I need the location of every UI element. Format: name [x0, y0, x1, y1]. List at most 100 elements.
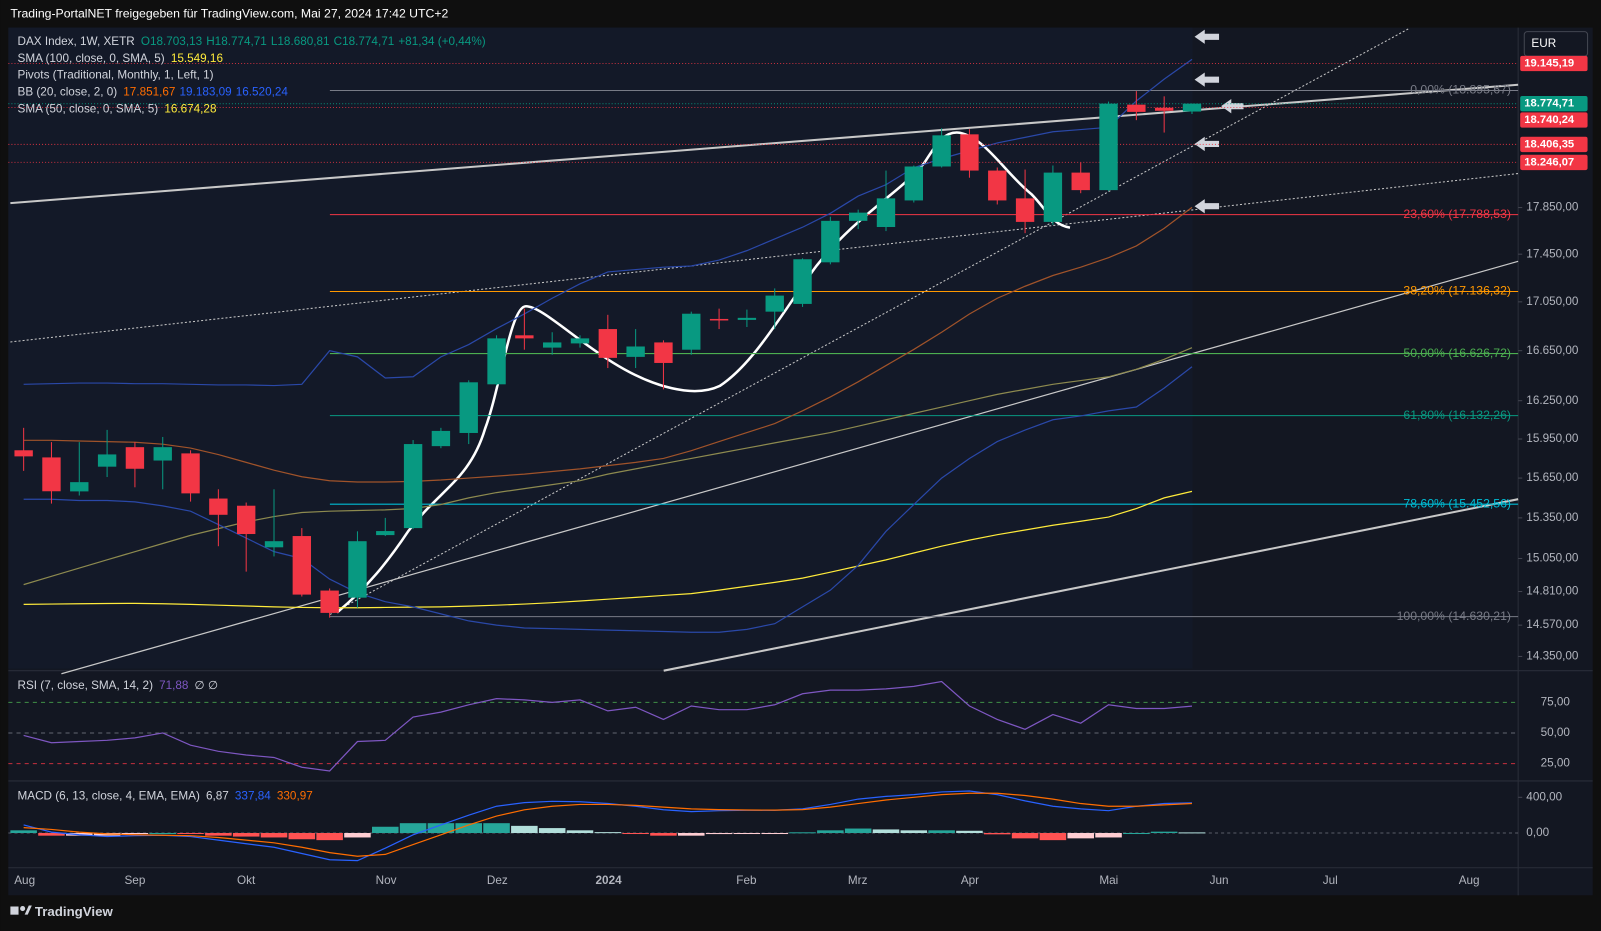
macd-histogram-bar — [38, 833, 65, 836]
macd-histogram-bar — [344, 833, 371, 838]
price-tag — [1520, 154, 1588, 171]
price-tag-label: 18.774,71 — [1524, 98, 1574, 110]
macd-histogram-bar — [622, 833, 649, 835]
macd-histogram-bar — [956, 830, 983, 833]
macd-histogram-bar — [761, 833, 788, 835]
candle-body — [292, 536, 312, 595]
overlay-line — [23, 206, 1193, 483]
legend-title: SMA (100, close, 0, SMA, 5) — [18, 52, 165, 65]
y-tick-label: 16.250,00 — [1526, 394, 1579, 407]
price-tag-label: 18.740,24 — [1524, 114, 1575, 126]
legend-value: 16.674,28 — [164, 102, 217, 115]
trendline — [61, 260, 1519, 675]
x-tick-label: Feb — [736, 874, 757, 887]
candle-body — [904, 166, 923, 201]
header: Trading-PortalNET freigegeben für Tradin… — [10, 7, 448, 21]
macd-histogram-bar — [10, 830, 37, 833]
x-tick-label: 2024 — [596, 874, 623, 887]
legend-value: 16.520,24 — [236, 85, 289, 98]
pivot-arrows — [1194, 29, 1244, 214]
macd-line — [23, 790, 1193, 862]
macd-histogram-bar — [399, 823, 427, 833]
candle-body — [264, 541, 284, 548]
price-tag — [1520, 96, 1588, 112]
x-tick-label: Nov — [376, 874, 397, 887]
candle-body — [459, 382, 478, 433]
macd-histogram-bar — [177, 833, 204, 835]
macd-histogram-bar — [872, 829, 900, 833]
x-tick-label: Mrz — [848, 874, 868, 887]
candle-body — [626, 346, 645, 357]
legend-title: BB (20, close, 2, 0) — [18, 85, 118, 98]
y-tick-label: 0,00 — [1526, 826, 1549, 839]
candle-body — [209, 498, 228, 515]
macd-histogram-bar — [789, 832, 816, 834]
y-tick-label: 17.850,00 — [1526, 201, 1579, 214]
candle-body — [821, 220, 840, 263]
candle-body — [42, 457, 61, 492]
macd-histogram-bar — [1011, 833, 1039, 839]
candle-body — [348, 541, 367, 598]
legend-value: 19.183,09 — [180, 85, 232, 98]
candle-body — [709, 318, 729, 321]
candle-body — [125, 447, 145, 469]
trendline — [663, 498, 1519, 672]
candle-body — [570, 338, 590, 344]
footer-brand: TradingView — [35, 904, 114, 919]
x-tick-label: Aug — [1459, 874, 1480, 887]
y-tick-label: 400,00 — [1526, 790, 1562, 803]
macd-histogram-bar — [232, 833, 260, 837]
macd-histogram-bar — [900, 830, 928, 833]
y-tick-label: 15.650,00 — [1526, 471, 1579, 484]
fib-label: 50,00% (16.626,72) — [1403, 346, 1511, 360]
macd-histogram-bar — [817, 830, 844, 833]
currency: EUR — [1531, 37, 1556, 50]
macd-histogram-bar — [511, 825, 538, 833]
legend-title: DAX Index, 1W, XETR — [18, 35, 135, 48]
price-tag — [1520, 112, 1588, 128]
macd-histogram-bar — [538, 828, 566, 833]
x-tick-label: Okt — [237, 874, 256, 887]
macd-histogram-bar — [205, 833, 232, 836]
macd-histogram-bar — [983, 833, 1011, 835]
macd-histogram-bar — [1123, 833, 1150, 835]
y-tick-label: 15.350,00 — [1526, 511, 1579, 524]
fib-label: 100,00% (14.630,21) — [1397, 609, 1511, 623]
x-tick-label: Apr — [961, 874, 979, 887]
fib-label: 78,60% (15.452,56) — [1403, 496, 1511, 510]
candle-body — [376, 531, 395, 536]
macd-legend-value: 6,87 — [206, 789, 229, 802]
candle-body — [1043, 172, 1063, 222]
macd-histogram-bar — [149, 833, 177, 835]
candle-body — [932, 135, 951, 167]
candle-body — [960, 134, 979, 171]
price-tag-label: 19.145,19 — [1524, 57, 1574, 69]
x-tick-label: Jul — [1323, 874, 1338, 887]
macd-histogram-bar — [678, 833, 705, 836]
logo-mark — [24, 905, 32, 915]
signal-line — [23, 792, 1193, 857]
legend-value: O18.703,13 — [141, 35, 202, 48]
macd-histogram-bar — [705, 833, 733, 835]
fib-label: 0,00% (18.895,67) — [1410, 83, 1511, 97]
y-tick-label: 17.450,00 — [1526, 247, 1579, 260]
macd-histogram-bar — [483, 823, 510, 833]
price-tag-label: 18.406,35 — [1524, 138, 1574, 150]
macd-histogram-bar — [121, 833, 149, 835]
candle-body — [542, 342, 562, 348]
x-tick-label: Dez — [487, 874, 508, 887]
rsi-legend: ∅ ∅ — [195, 679, 219, 692]
candle-body — [654, 342, 673, 363]
candle-body — [876, 198, 896, 228]
candle-body — [487, 338, 506, 385]
rsi-legend: RSI (7, close, SMA, 14, 2) — [18, 679, 154, 692]
y-tick-label: 75,00 — [1541, 695, 1571, 708]
arrow — [1194, 72, 1220, 87]
candle-body — [848, 212, 868, 221]
candle-body — [70, 482, 89, 492]
legend-value: L18.680,81 — [271, 35, 330, 48]
macd-histogram-bar — [1178, 832, 1206, 834]
trendline — [329, 28, 1410, 615]
macd-histogram-bar — [733, 833, 761, 835]
